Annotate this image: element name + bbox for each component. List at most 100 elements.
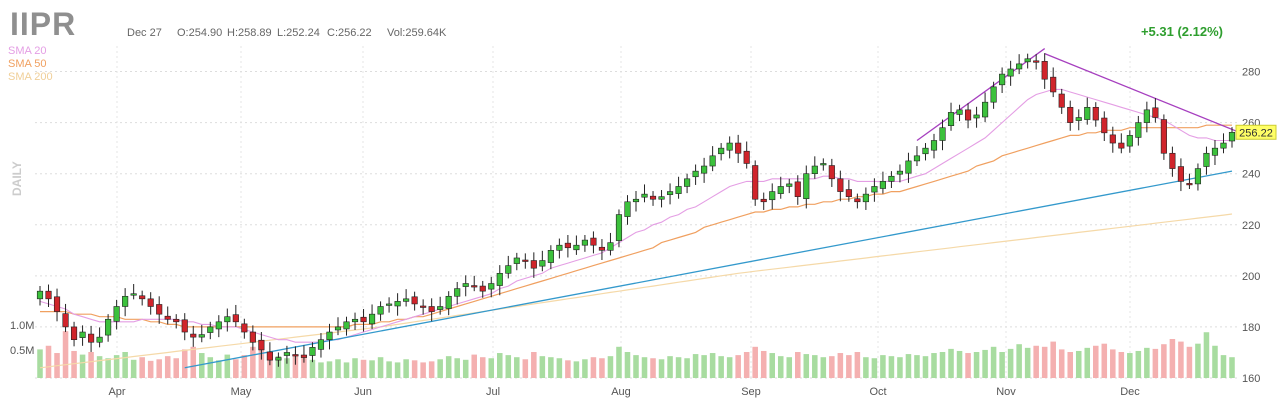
candle-body xyxy=(1007,68,1014,77)
volume-bar xyxy=(1093,345,1099,378)
candle-body xyxy=(36,290,44,300)
candle-body xyxy=(105,318,112,336)
candle-body xyxy=(275,357,282,361)
candle-body xyxy=(96,336,103,343)
trendline xyxy=(916,48,1046,142)
volume-bar xyxy=(130,359,137,378)
candle-body xyxy=(590,237,597,246)
volume-bar xyxy=(479,357,486,378)
volume-bar xyxy=(164,356,171,378)
sma20-line xyxy=(39,88,1232,343)
candle-body xyxy=(735,142,742,154)
volume-bar xyxy=(224,354,231,378)
volume-bar xyxy=(590,357,597,378)
volume-bar xyxy=(573,361,580,378)
volume-bar xyxy=(241,355,248,378)
volume-bar xyxy=(71,350,77,378)
volume-bar xyxy=(403,359,409,378)
volume-bar xyxy=(122,352,128,378)
volume-bar xyxy=(658,359,665,378)
volume-bar xyxy=(96,356,103,378)
candle-body xyxy=(752,165,759,200)
volume-bar xyxy=(105,358,111,378)
candle-body xyxy=(598,246,606,251)
candle-body xyxy=(156,304,163,315)
candle-body xyxy=(1033,60,1040,63)
candle-body xyxy=(947,112,955,126)
volume-bar xyxy=(1152,348,1159,378)
volume-bar xyxy=(880,355,886,378)
volume-axis-label-05m: 0.5M xyxy=(10,345,35,357)
candle-body xyxy=(1109,134,1116,144)
candle-body xyxy=(811,165,818,174)
volume-bar xyxy=(181,349,188,378)
candle-body xyxy=(1211,147,1219,156)
volume-bar xyxy=(437,359,443,378)
candle-body xyxy=(760,198,767,203)
candle-body xyxy=(1186,183,1193,186)
volume-bar xyxy=(471,354,477,378)
candle-body xyxy=(437,306,444,310)
volume-bar xyxy=(769,353,775,378)
candle-body xyxy=(428,306,435,312)
candle-body xyxy=(1075,117,1082,121)
volume-bar xyxy=(599,358,605,378)
volume-bar xyxy=(445,356,452,378)
volume-bar xyxy=(743,352,750,378)
candle-body xyxy=(862,193,869,203)
candle-body xyxy=(1084,106,1091,120)
candle-body xyxy=(999,73,1006,86)
candle-body xyxy=(1118,142,1125,149)
candle-body xyxy=(982,101,989,118)
trendline xyxy=(1044,53,1241,134)
volume-bar xyxy=(650,358,656,378)
volume-bar xyxy=(454,358,460,378)
volume-bar xyxy=(548,357,554,378)
candle-body xyxy=(871,186,878,193)
volume-bar xyxy=(190,346,197,378)
candle-body xyxy=(964,109,972,121)
volume-bar xyxy=(386,361,392,378)
candle-body xyxy=(1101,117,1108,134)
volume-bar xyxy=(1067,352,1073,378)
moving-averages xyxy=(39,88,1233,369)
x-tick-label: Jul xyxy=(486,386,500,398)
volume-bar xyxy=(701,355,707,378)
candle-body xyxy=(922,147,929,155)
candle-body xyxy=(726,142,733,151)
candle-body xyxy=(88,333,95,343)
candle-body xyxy=(743,150,750,164)
volume-bar xyxy=(156,359,162,378)
candle-body xyxy=(1169,152,1176,169)
last-price-box xyxy=(1235,124,1277,140)
x-tick-label: Jun xyxy=(354,386,372,398)
candle-body xyxy=(317,339,325,350)
volume-bar xyxy=(377,357,384,378)
volume-value: Vol:259.64K xyxy=(387,27,447,39)
candle-body xyxy=(539,260,546,267)
volume-bar xyxy=(565,360,571,378)
candle-body xyxy=(147,298,154,307)
candle-body xyxy=(1203,152,1210,167)
candle-body xyxy=(930,140,938,151)
candle-body xyxy=(939,127,946,141)
y-tick-label: 200 xyxy=(1242,271,1260,283)
candle-body xyxy=(1194,168,1202,185)
candle-body xyxy=(326,331,333,340)
volume-bar xyxy=(1084,347,1091,378)
volume-bar xyxy=(88,352,94,378)
candle-body xyxy=(266,351,273,361)
volume-bar xyxy=(982,349,988,378)
volume-bar xyxy=(428,361,435,378)
candle-body xyxy=(615,214,623,241)
candle-body xyxy=(130,293,137,296)
volume-bar xyxy=(616,346,622,378)
candle-body xyxy=(692,170,699,178)
volume-bar xyxy=(1203,332,1210,378)
candle-body xyxy=(718,147,725,155)
volume-bar xyxy=(497,353,503,378)
volume-bar xyxy=(420,362,426,378)
high-value: H:258.89 xyxy=(227,27,272,39)
volume-bar xyxy=(394,362,401,378)
candle-body xyxy=(675,186,682,194)
